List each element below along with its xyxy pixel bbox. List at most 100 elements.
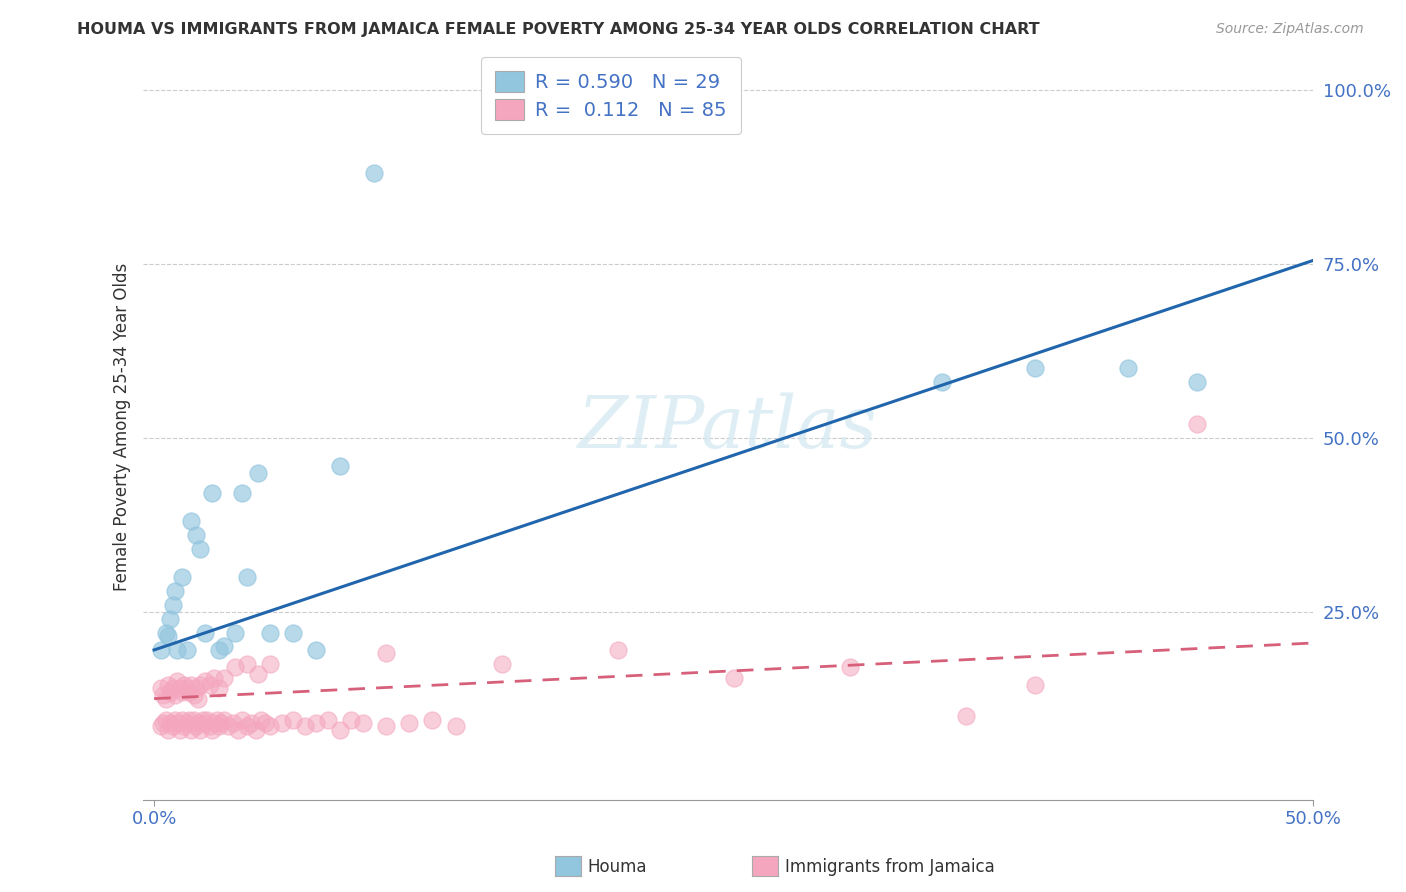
Text: Source: ZipAtlas.com: Source: ZipAtlas.com (1216, 22, 1364, 37)
Point (247, 667, 270, 681)
Point (231, 713, 253, 727)
Point (157, 678, 180, 692)
Point (150, 719, 173, 733)
Point (202, 716, 225, 731)
Point (208, 643, 231, 657)
Point (723, 671, 745, 685)
Point (224, 660, 246, 674)
Point (420, 713, 443, 727)
Point (152, 716, 174, 731)
Point (180, 678, 202, 692)
Point (155, 713, 177, 727)
Point (245, 723, 267, 737)
Point (240, 716, 263, 731)
Point (329, 458, 352, 473)
Point (398, 716, 420, 731)
Text: Houma: Houma (588, 858, 647, 876)
Point (249, 713, 271, 727)
Point (305, 716, 328, 731)
Point (166, 643, 188, 657)
Point (170, 570, 193, 584)
Point (194, 716, 217, 731)
Text: HOUMA VS IMMIGRANTS FROM JAMAICA FEMALE POVERTY AMONG 25-34 YEAR OLDS CORRELATIO: HOUMA VS IMMIGRANTS FROM JAMAICA FEMALE … (77, 22, 1040, 37)
Point (1024, 678, 1046, 692)
Point (191, 713, 214, 727)
Point (150, 681, 173, 696)
Point (184, 681, 207, 696)
Point (236, 570, 259, 584)
Point (166, 716, 188, 731)
Point (231, 486, 253, 500)
Point (194, 674, 217, 689)
Point (170, 684, 193, 698)
Point (152, 688, 174, 702)
Point (150, 643, 173, 657)
Point (226, 723, 249, 737)
Text: ZIPatlas: ZIPatlas (578, 392, 877, 463)
Point (187, 716, 209, 731)
Point (340, 713, 363, 727)
Point (201, 486, 224, 500)
Point (180, 723, 202, 737)
Point (163, 713, 186, 727)
Point (198, 678, 221, 692)
Point (236, 719, 259, 733)
Point (259, 625, 281, 640)
Point (173, 719, 195, 733)
Point (491, 657, 513, 671)
Point (163, 583, 186, 598)
Point (190, 723, 212, 737)
Point (159, 684, 181, 698)
Point (197, 713, 219, 727)
Legend: R = 0.590   N = 29, R =  0.112   N = 85: R = 0.590 N = 29, R = 0.112 N = 85 (481, 57, 741, 134)
Point (247, 466, 270, 480)
Point (931, 375, 953, 389)
Point (352, 716, 374, 731)
Point (180, 514, 202, 528)
Point (187, 691, 209, 706)
Point (1024, 361, 1046, 376)
Point (190, 678, 212, 692)
Point (217, 719, 239, 733)
Point (184, 719, 207, 733)
Point (283, 625, 305, 640)
Point (159, 716, 181, 731)
Point (254, 716, 277, 731)
Point (169, 723, 191, 737)
Point (190, 542, 212, 557)
Point (162, 598, 184, 612)
Point (212, 640, 235, 654)
Point (222, 716, 245, 731)
Point (155, 691, 177, 706)
Point (184, 528, 207, 542)
Point (157, 723, 180, 737)
Point (176, 643, 198, 657)
Point (166, 674, 188, 689)
Point (606, 643, 628, 657)
Point (1187, 375, 1209, 389)
Point (955, 709, 977, 723)
Point (183, 713, 205, 727)
Point (1187, 417, 1209, 431)
Point (838, 660, 860, 674)
Point (444, 719, 467, 733)
Point (159, 612, 181, 626)
Point (198, 719, 221, 733)
Text: Immigrants from Jamaica: Immigrants from Jamaica (785, 858, 994, 876)
Point (259, 719, 281, 733)
Point (162, 719, 184, 733)
Point (305, 643, 328, 657)
Point (194, 625, 217, 640)
Point (163, 688, 186, 702)
Point (162, 681, 184, 696)
Point (270, 716, 292, 731)
Point (208, 681, 231, 696)
Point (201, 723, 224, 737)
Point (224, 625, 246, 640)
Point (183, 688, 205, 702)
Point (170, 713, 193, 727)
Point (316, 713, 339, 727)
Point (363, 166, 385, 180)
Point (202, 671, 225, 685)
Point (155, 625, 177, 640)
